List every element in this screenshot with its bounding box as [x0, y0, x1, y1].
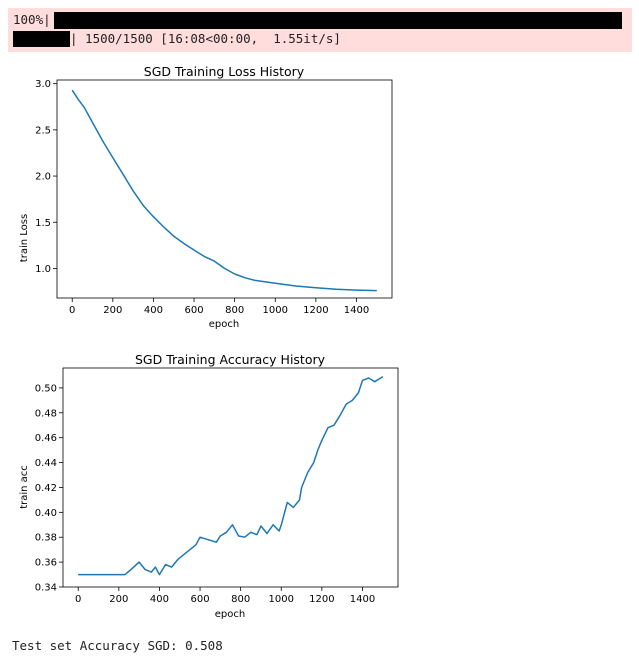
- x-tick-label: 1400: [350, 594, 375, 605]
- series-line: [78, 376, 384, 576]
- y-tick-label: 2.0: [35, 172, 51, 183]
- y-tick-label: 0.42: [35, 483, 57, 494]
- y-tick-label: 0.48: [35, 408, 57, 419]
- x-tick-label: 1000: [263, 305, 288, 316]
- progress-bar-fill-line1: [54, 12, 622, 29]
- y-tick-label: 1.5: [35, 218, 51, 229]
- progress-percent: 100%|: [13, 12, 51, 27]
- y-axis-label: train acc: [19, 465, 30, 509]
- x-tick-label: 400: [144, 305, 163, 316]
- x-axis-label: epoch: [215, 609, 245, 620]
- x-tick-label: 600: [190, 594, 209, 605]
- y-axis-label: train Loss: [19, 214, 30, 262]
- chart-title: SGD Training Accuracy History: [135, 352, 326, 367]
- chart-title: SGD Training Loss History: [144, 64, 305, 79]
- x-tick-label: 1000: [269, 594, 294, 605]
- x-tick-label: 800: [231, 594, 250, 605]
- y-tick-label: 0.36: [35, 558, 57, 569]
- test-accuracy-output: Test set Accuracy SGD: 0.508: [12, 638, 223, 653]
- progress-bar-fill-line2: [13, 31, 70, 47]
- x-tick-label: 800: [225, 305, 244, 316]
- x-tick-label: 1200: [309, 594, 334, 605]
- x-tick-label: 0: [69, 305, 75, 316]
- x-tick-label: 0: [75, 594, 81, 605]
- plot-area: 0 200 400 600 800 1000 1200 1400 1.0 1.5 2.0 2.5 3.0: [35, 79, 393, 316]
- y-tick-label: 0.38: [35, 533, 57, 544]
- y-tick-label: 0.46: [35, 433, 57, 444]
- y-tick-label: 0.50: [35, 383, 57, 394]
- y-tick-label: 0.44: [35, 458, 57, 469]
- x-tick-label: 200: [103, 305, 122, 316]
- accuracy-chart: SGD Training Accuracy History 0 200 400 600…: [19, 352, 399, 620]
- x-tick-label: 1400: [344, 305, 369, 316]
- y-tick-label: 2.5: [35, 125, 51, 136]
- y-tick-label: 0.34: [35, 583, 57, 594]
- y-tick-label: 0.40: [35, 508, 57, 519]
- axes-frame: [56, 79, 393, 299]
- x-tick-label: 400: [150, 594, 169, 605]
- x-tick-label: 600: [184, 305, 203, 316]
- series-line: [71, 89, 377, 292]
- progress-stats: | 1500/1500 [16:08<00:00, 1.55it/s]: [70, 31, 341, 46]
- x-axis-label: epoch: [209, 319, 239, 330]
- y-tick-label: 3.0: [35, 79, 51, 90]
- axes-frame: [62, 367, 399, 588]
- x-tick-label: 200: [109, 594, 128, 605]
- y-tick-label: 1.0: [35, 264, 51, 275]
- loss-chart: SGD Training Loss History 0 200 400 600 800 1…: [19, 64, 393, 330]
- progress-output: 100%| | 1500/1500 [16:08<00:00, 1.55it/s…: [8, 8, 632, 52]
- plot-area: 0 200 400 600 800 1000 1200 1400 0.34 0.36 0.38 0.4…: [35, 367, 399, 605]
- x-tick-label: 1200: [303, 305, 328, 316]
